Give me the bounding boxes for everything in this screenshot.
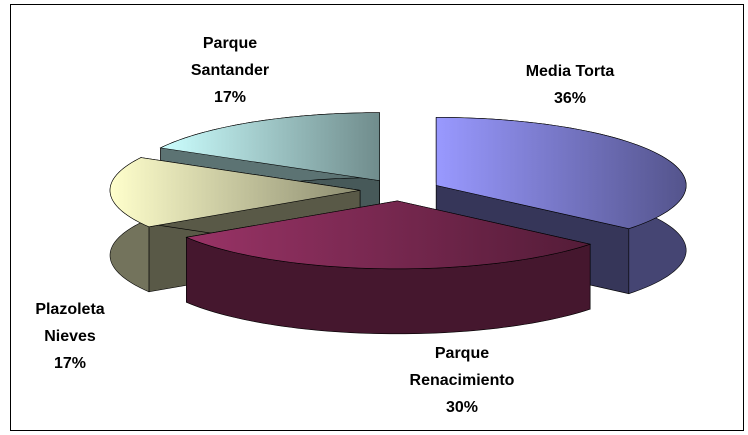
slice-label: Parque Santander: [191, 35, 269, 79]
slice-value-label: 17%: [214, 89, 246, 106]
slice-top: [185, 200, 592, 270]
slice-label: Parque Renacimiento: [410, 345, 515, 389]
slice-value-label: 36%: [554, 90, 586, 107]
slice-label: Plazoleta Nieves: [35, 301, 104, 345]
slice-value-label: 17%: [54, 355, 86, 372]
slice-top: [109, 157, 361, 228]
slice-label: Media Torta: [526, 63, 615, 80]
slice: [185, 200, 592, 335]
slice-value-label: 30%: [446, 399, 478, 416]
slice-top: [159, 112, 380, 181]
slice-top: [435, 117, 687, 230]
